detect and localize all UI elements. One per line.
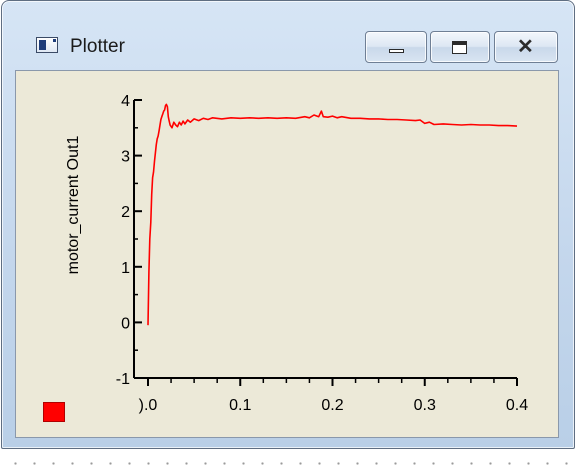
close-button[interactable]: ✕	[494, 31, 558, 63]
plot-window-icon[interactable]	[36, 37, 58, 53]
x-tick-label: 0.1	[229, 397, 251, 414]
plot-area	[15, 70, 559, 438]
series-line-1	[147, 103, 518, 326]
designer-grid-dots	[0, 450, 577, 476]
y-tick-label: 2	[121, 204, 130, 221]
minimize-icon	[389, 49, 404, 53]
maximize-icon	[452, 41, 467, 54]
plot-chart: -1 0 1 2 3 4 ).0 0.1 0.2 0.3 0.4	[116, 93, 528, 414]
y-tick-label: 1	[121, 260, 130, 277]
legend-swatch[interactable]	[43, 402, 65, 422]
y-tick-label: 3	[121, 149, 130, 166]
maximize-button[interactable]	[430, 31, 490, 63]
x-tick-label: 0.4	[506, 397, 528, 414]
y-tick-label: -1	[116, 371, 130, 388]
title-bar[interactable]: Plotter ✕	[2, 1, 574, 71]
y-axis-label: motor_current Out1	[65, 135, 82, 275]
x-tick-label: 0.3	[414, 397, 436, 414]
y-tick-label: 0	[121, 315, 130, 332]
y-tick-label: 4	[121, 93, 130, 110]
window-title: Plotter	[70, 36, 125, 57]
x-tick-label: 0.2	[321, 397, 343, 414]
x-tick-label: ).0	[139, 397, 158, 414]
minimize-button[interactable]	[365, 31, 427, 63]
close-icon: ✕	[517, 36, 534, 58]
